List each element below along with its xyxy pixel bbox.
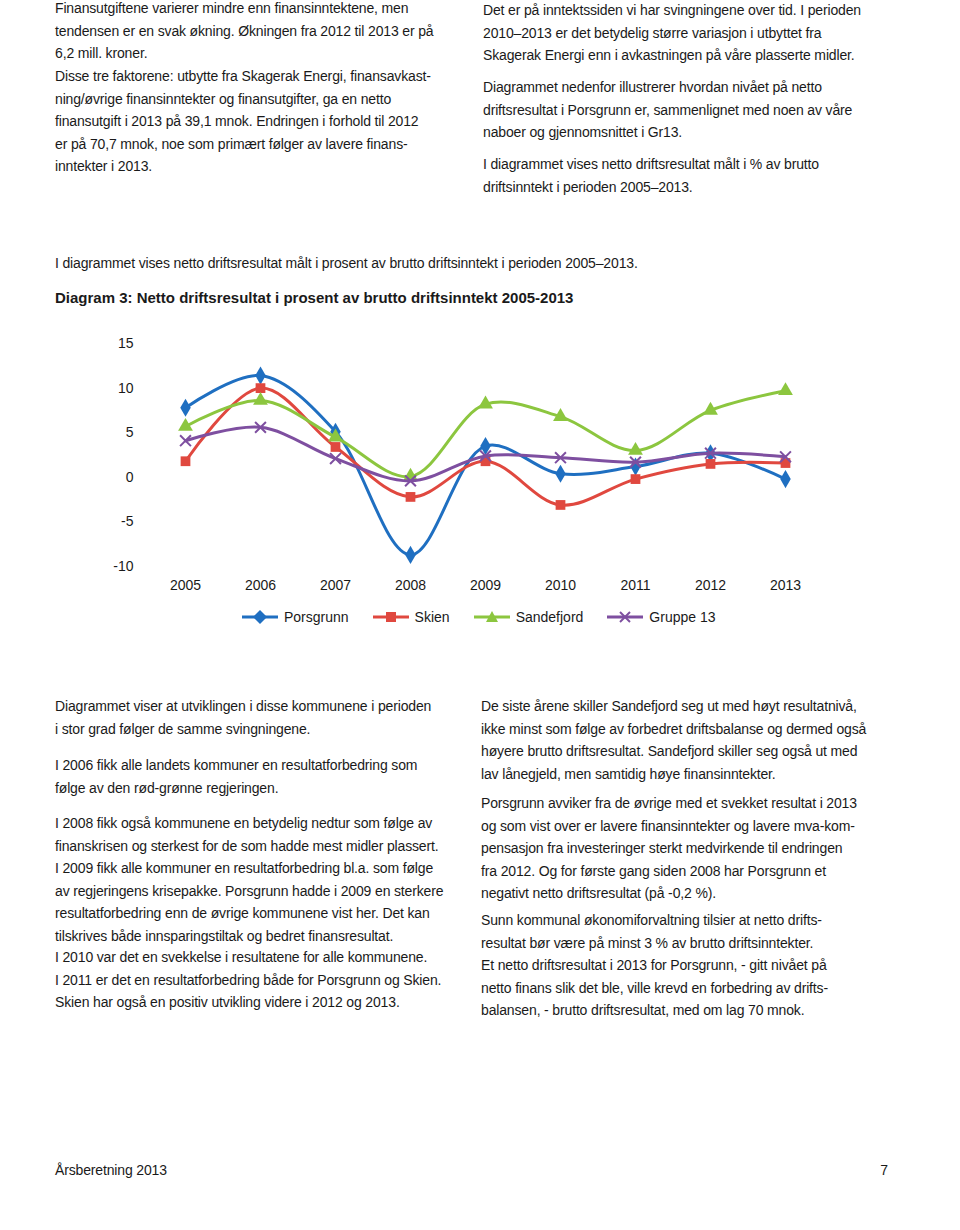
html-text:Disse tre faktorene: utbytte f: Disse tre faktorene: utbytte fra Skagera… [55, 68, 431, 84]
html-text:negativt netto driftsresultat: negativt netto driftsresultat (på -0,2 %… [481, 885, 716, 902]
svg-text:15: 15 [118, 335, 134, 351]
html-text:pensasjon fra investeringer st: pensasjon fra investeringer sterkt medvi… [481, 840, 843, 857]
html-text:Diagrammet viser at utviklinge: Diagrammet viser at utviklingen i disse … [55, 698, 432, 714]
html-text:I 2009 fikk alle kommuner en r: I 2009 fikk alle kommuner en resultatfor… [55, 860, 434, 877]
html-text:Diagram 3: Netto driftsresulta: Diagram 3: Netto driftsresultat i prosen… [55, 289, 574, 306]
html-text:7: 7 [880, 1162, 888, 1178]
svg-text:2005: 2005 [170, 577, 201, 593]
html-text:I diagrammet vises netto drift: I diagrammet vises netto driftsresultat … [483, 156, 819, 172]
html-text:tilskrives både innsparingstil: tilskrives både innsparingstiltak og bed… [55, 928, 394, 944]
html-text:Diagrammet nedenfor illustrere: Diagrammet nedenfor illustrerer hvordan … [483, 79, 822, 95]
html-text:I 2011 er det en resultatforbe: I 2011 er det en resultatforbedring både… [55, 971, 442, 988]
html-text:Skien har også en positiv utvi: Skien har også en positiv utvikling vide… [55, 994, 400, 1011]
html-text:Skagerak Energi enn i avkastni: Skagerak Energi enn i avkastningen på vå… [483, 47, 855, 64]
html-text:Skien: Skien [414, 609, 450, 625]
svg-text:0: 0 [126, 469, 134, 485]
html-text:Sunn kommunal økonomiforvaltni: Sunn kommunal økonomiforvaltning tilsier… [481, 912, 822, 928]
html-text:Sandefjord: Sandefjord [515, 609, 584, 625]
html-text:naboer og gjennomsnittet i Gr1: naboer og gjennomsnittet i Gr13. [483, 124, 683, 141]
html-text:driftsinntekt i perioden 2005–: driftsinntekt i perioden 2005–2013. [483, 178, 693, 195]
html-text:ning/øvrige finansinntekter og: ning/øvrige finansinntekter og finansutg… [55, 90, 392, 107]
html-text:I 2010 var det en svekkelse i: I 2010 var det en svekkelse i resultaten… [55, 949, 428, 965]
html-text:Et netto driftsresultat i 2013: Et netto driftsresultat i 2013 for Porsg… [481, 957, 827, 974]
svg-text:2013: 2013 [770, 577, 801, 593]
svg-text:2011: 2011 [620, 577, 650, 593]
html-text:lav lånegjeld, men samtidig hø: lav lånegjeld, men samtidig høye finansi… [481, 765, 776, 782]
svg-text:2007: 2007 [320, 577, 351, 593]
svg-text:2012: 2012 [695, 577, 726, 593]
svg-text:2008: 2008 [395, 577, 426, 593]
html-text:6,2 mill. kroner.: 6,2 mill. kroner. [55, 45, 148, 62]
html-text:finansutgift i 2013 på 39,1 mn: finansutgift i 2013 på 39,1 mnok. Endrin… [55, 113, 419, 130]
html-text:fra 2012. Og for første gang s: fra 2012. Og for første gang siden 2008 … [481, 862, 826, 879]
html-text:er på 70,7 mnok, noe som primæ: er på 70,7 mnok, noe som primært følger … [55, 135, 408, 152]
html-text:balansen, - brutto driftsresul: balansen, - brutto driftsresultat, med o… [481, 1002, 805, 1019]
svg-text:10: 10 [118, 380, 134, 396]
html-text:av regjeringens krisepakke. Po: av regjeringens krisepakke. Porsgrunn ha… [55, 882, 444, 899]
html-text:Porsgrunn avviker fra de øvrig: Porsgrunn avviker fra de øvrige med et s… [481, 795, 857, 811]
html-text:driftsresultat i Porsgrunn er,: driftsresultat i Porsgrunn er, sammenlig… [483, 101, 853, 118]
html-text:I 2006 fikk alle landets kommu: I 2006 fikk alle landets kommuner en res… [55, 757, 418, 773]
html-text:De siste årene skiller Sandefj: De siste årene skiller Sandefjord seg ut… [481, 698, 857, 714]
html-text:og som vist over er lavere fin: og som vist over er lavere finansinntekt… [481, 817, 855, 834]
html-text:netto finans slik det ble, vil: netto finans slik det ble, ville krevd e… [481, 979, 828, 996]
html-text:Gruppe 13: Gruppe 13 [649, 609, 716, 625]
html-text:2010–2013 er det betydelig stø: 2010–2013 er det betydelig større varias… [483, 24, 822, 41]
svg-text:2009: 2009 [470, 577, 501, 593]
html-text:resultat bør være på minst 3 %: resultat bør være på minst 3 % av brutto… [481, 934, 814, 951]
svg-text:2006: 2006 [245, 577, 276, 593]
html-text:I 2008 fikk også kommunene en: I 2008 fikk også kommunene en betydelig … [55, 815, 433, 831]
html-text:følge av den rød-grønne regjer: følge av den rød-grønne regjeringen. [55, 779, 279, 796]
html-text:Finansutgiftene varierer mindr: Finansutgiftene varierer mindre enn fina… [55, 0, 409, 16]
html-text:ikke minst som følge av forbed: ikke minst som følge av forbedret drifts… [481, 720, 867, 737]
html-text:i stor grad følger de samme sv: i stor grad følger de samme svingningene… [55, 720, 311, 737]
svg-text:5: 5 [126, 424, 134, 440]
html-text:resultatforbedring enn de øvri: resultatforbedring enn de øvrige kommune… [55, 905, 430, 922]
html-text:høyere brutto driftsresultat.: høyere brutto driftsresultat. Sandefjord… [481, 743, 858, 760]
html-text:inntekter i 2013.: inntekter i 2013. [55, 158, 153, 175]
html-text:tendensen er en svak økning. Ø: tendensen er en svak økning. Økningen fr… [55, 22, 434, 39]
svg-text:-10: -10 [113, 558, 133, 574]
html-text:finanskrisen og sterkest for d: finanskrisen og sterkest for de som hadd… [55, 837, 439, 854]
html-text:Porsgrunn: Porsgrunn [284, 609, 349, 625]
svg-text:-5: -5 [121, 513, 134, 529]
svg-text:2010: 2010 [545, 577, 576, 593]
html-text:Det er på inntektssiden vi har: Det er på inntektssiden vi har svingning… [483, 2, 861, 18]
html-text:I diagrammet vises netto drift: I diagrammet vises netto driftsresultat … [55, 255, 638, 271]
html-text:Årsberetning 2013: Årsberetning 2013 [55, 1162, 167, 1178]
